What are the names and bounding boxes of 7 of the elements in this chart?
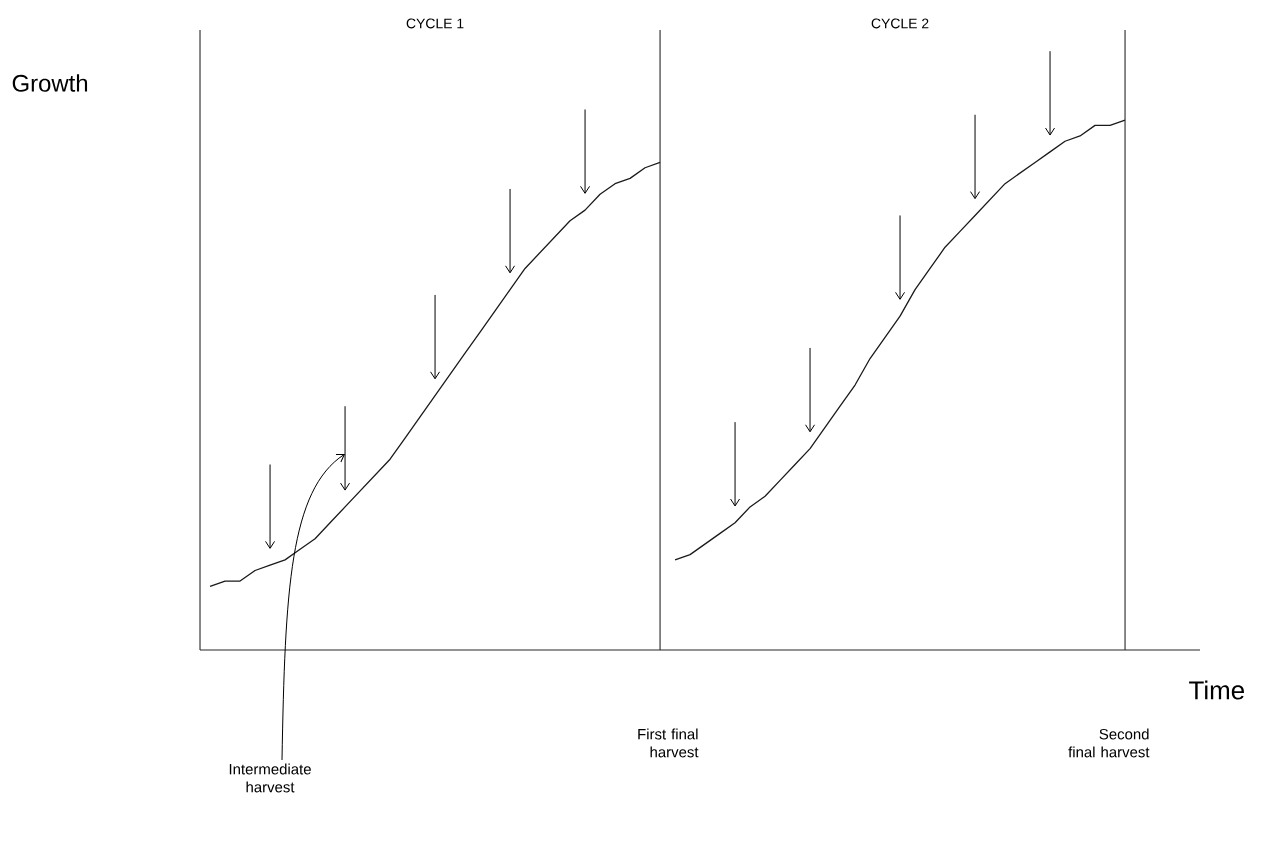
text: Intermediate harvest xyxy=(229,763,311,793)
y-axis-title: Growth xyxy=(12,74,88,92)
text: Second final harvest xyxy=(1068,728,1150,758)
x-axis-title: Time xyxy=(1189,680,1244,700)
text: CYCLE 1 xyxy=(406,18,464,29)
text: CYCLE 2 xyxy=(871,18,929,29)
text: First final harvest xyxy=(638,728,699,758)
